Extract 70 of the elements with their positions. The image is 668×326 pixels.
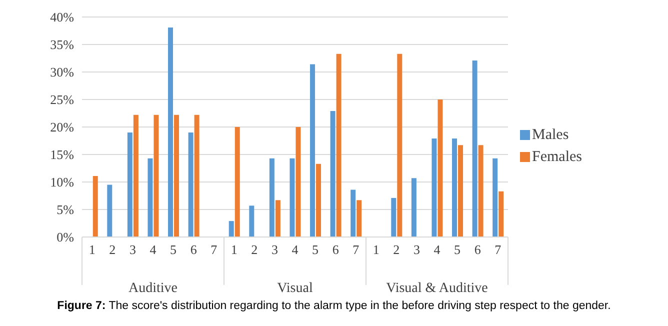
y-tick-label: 30%: [50, 64, 74, 80]
bar: [492, 158, 498, 237]
bar: [350, 190, 356, 237]
bar: [296, 127, 301, 237]
bar: [330, 111, 336, 237]
x-tick-label: 5: [170, 242, 177, 258]
y-tick-label: 35%: [50, 37, 74, 52]
bar: [275, 200, 280, 237]
x-tick-label: 2: [109, 242, 116, 258]
bar: [316, 164, 322, 237]
legend-label: Males: [532, 126, 569, 145]
bar: [194, 114, 200, 237]
y-tick-label: 25%: [50, 92, 74, 108]
x-tick-label: 7: [352, 242, 360, 258]
bar: [154, 114, 159, 237]
bar: [133, 114, 138, 237]
x-tick-label: 1: [230, 242, 238, 258]
bar: [452, 138, 458, 237]
x-tick-label: 6: [332, 242, 340, 258]
bar: [397, 54, 402, 237]
x-tick-label: 3: [129, 242, 136, 258]
y-tick-label: 5%: [56, 202, 74, 218]
x-tick-label: 3: [413, 242, 420, 258]
caption: Figure 7: The score's distribution regarding to the alarm type in the before driving step respect to the gender.: [56, 300, 612, 312]
y-tick-label: 15%: [50, 147, 74, 162]
x-tick-label: 4: [434, 242, 441, 258]
x-tick-label: 5: [312, 242, 319, 258]
bar: [174, 114, 180, 237]
bar: [127, 132, 132, 237]
bar: [290, 158, 295, 237]
bar: [458, 145, 464, 237]
x-tick-label: 1: [372, 242, 380, 258]
x-tick-label: 6: [190, 242, 198, 258]
x-tick-label: 7: [210, 242, 218, 258]
bar: [107, 184, 112, 237]
bar: [148, 158, 153, 237]
text: Auditive: [128, 281, 178, 296]
y-tick-label: 20%: [50, 120, 74, 135]
bar: [472, 60, 478, 237]
bar: [478, 145, 484, 237]
x-tick-label: 4: [150, 242, 157, 258]
x-tick-label: 2: [393, 242, 400, 258]
text: Visual & Auditive: [386, 281, 488, 296]
bar: [356, 200, 362, 237]
x-tick-label: 7: [494, 242, 502, 258]
bar: [168, 27, 174, 237]
bar: [411, 178, 416, 237]
x-tick-label: 2: [251, 242, 258, 258]
bar: [249, 206, 254, 237]
x-tick-label: 4: [292, 242, 299, 258]
bar: [336, 54, 342, 237]
bar: [234, 127, 240, 237]
x-tick-label: 3: [271, 242, 278, 258]
bar: [391, 198, 396, 237]
x-tick-label: 1: [88, 242, 96, 258]
x-tick-label: 5: [454, 242, 461, 258]
bar: [498, 191, 504, 237]
bar: [432, 138, 437, 237]
legend-label: Females: [532, 148, 582, 167]
bar: [269, 158, 274, 237]
bar: [438, 100, 443, 237]
bar: [310, 64, 316, 237]
y-tick-label: 40%: [50, 10, 74, 25]
text: Visual: [277, 281, 313, 296]
bar: [188, 132, 194, 237]
bar: [92, 176, 98, 237]
bar: [228, 221, 234, 237]
y-tick-label: 0%: [56, 230, 74, 245]
x-tick-label: 6: [474, 242, 482, 258]
y-tick-label: 10%: [50, 174, 74, 190]
